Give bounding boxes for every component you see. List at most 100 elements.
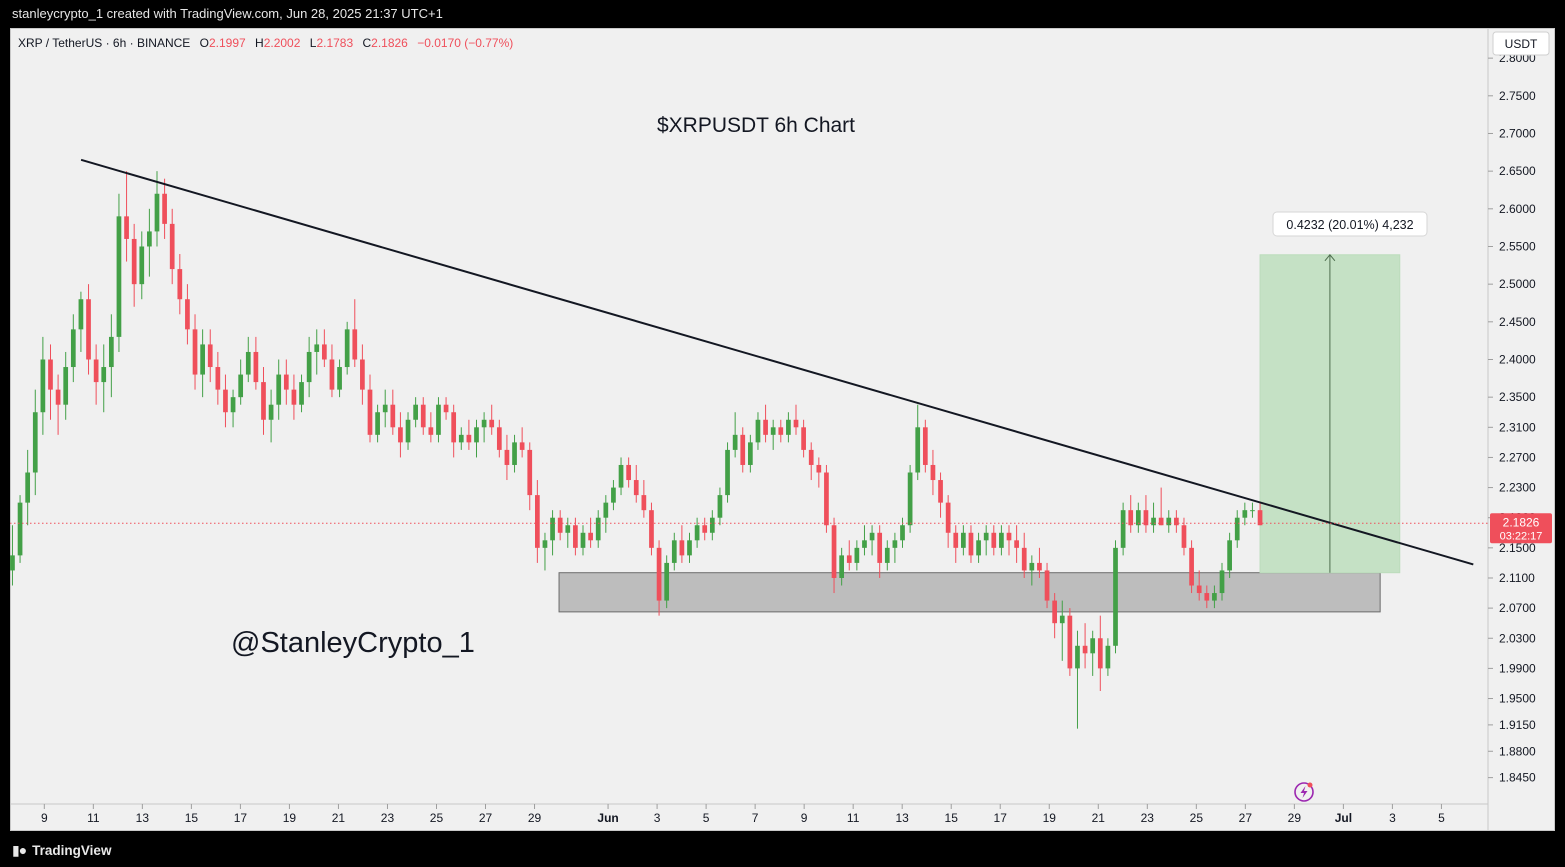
- y-tick-label-5: 2.5500: [1499, 239, 1536, 253]
- candle-body-66: [512, 442, 517, 465]
- currency-button[interactable]: [1492, 31, 1550, 56]
- legend-low: 2.1783: [316, 36, 353, 50]
- candle-body-131: [1006, 532, 1012, 541]
- candle-body-34: [268, 404, 274, 420]
- candle-body-154: [1181, 525, 1187, 548]
- candle-body-128: [983, 532, 989, 541]
- candle-body-81: [626, 464, 632, 481]
- candle-body-31: [245, 351, 251, 375]
- x-tick-label-25: 29: [1288, 811, 1302, 825]
- candle-body-158: [1212, 593, 1217, 601]
- candle-body-150: [1151, 517, 1156, 526]
- candle-body-124: [953, 532, 959, 548]
- candle-body-17: [139, 246, 145, 285]
- y-tick-label-12: 2.2300: [1499, 481, 1536, 495]
- candle-body-4: [40, 359, 46, 413]
- candle-body-24: [192, 329, 198, 375]
- candle-body-80: [618, 464, 624, 488]
- x-tick-label-21: 21: [1092, 811, 1106, 825]
- candle-body-43: [337, 367, 342, 390]
- candle-body-113: [869, 532, 875, 541]
- candle-body-148: [1135, 510, 1141, 526]
- tradingview-brand: TradingView: [32, 843, 112, 858]
- candle-body-28: [223, 389, 228, 413]
- candle-body-123: [945, 502, 951, 533]
- candle-body-62: [481, 419, 487, 428]
- candle-body-147: [1128, 510, 1134, 526]
- candle-body-112: [862, 540, 867, 548]
- candle-body-95: [732, 434, 738, 450]
- candle-body-37: [291, 389, 297, 405]
- candle-body-22: [177, 269, 183, 300]
- tradingview-logo[interactable]: ▮● TradingView: [12, 842, 111, 859]
- candle-body-145: [1113, 547, 1118, 646]
- candle-body-104: [801, 427, 806, 450]
- lightning-icon[interactable]: [1294, 782, 1314, 802]
- price-scale[interactable]: 2.80002.75002.70002.65002.60002.55002.50…: [1488, 51, 1536, 785]
- legend-line: XRP / TetherUS · 6h · BINANCE O2.1997 H2…: [18, 36, 513, 50]
- candle-body-98: [755, 419, 761, 443]
- candle-body-94: [725, 449, 730, 496]
- candle-body-72: [557, 517, 563, 533]
- x-tick-label-14: 7: [752, 811, 759, 825]
- candle-body-23: [185, 299, 190, 330]
- candle-body-55: [428, 427, 434, 435]
- attribution-bar: stanleycrypto_1 created with TradingView…: [0, 0, 1565, 28]
- y-tick-label-10: 2.3100: [1499, 420, 1536, 434]
- y-tick-label-6: 2.5000: [1499, 277, 1536, 291]
- watermark-text: @StanleyCrypto_1: [231, 627, 475, 659]
- candle-body-74: [573, 525, 578, 548]
- candle-body-146: [1120, 510, 1126, 548]
- candle-body-47: [367, 389, 373, 435]
- candle-body-149: [1143, 510, 1149, 526]
- chart-svg[interactable]: 2.80002.75002.70002.65002.60002.55002.50…: [10, 28, 1555, 831]
- candles-layer: [10, 171, 1263, 729]
- candle-body-160: [1227, 540, 1232, 571]
- candle-body-121: [930, 464, 936, 481]
- candle-body-44: [344, 329, 350, 368]
- candle-body-68: [527, 449, 533, 496]
- candle-body-64: [496, 427, 502, 450]
- currency-label: USDT: [1505, 37, 1538, 51]
- x-tick-label-15: 9: [801, 811, 808, 825]
- candle-body-27: [215, 367, 221, 390]
- tradingview-logo-icon: ▮●: [12, 842, 27, 858]
- candle-body-39: [306, 351, 312, 383]
- candle-body-161: [1234, 517, 1240, 541]
- candle-body-63: [489, 419, 495, 428]
- last-price-tag-bg: [1490, 513, 1552, 544]
- candle-body-100: [770, 427, 776, 435]
- time-scale[interactable]: 9 11 13 15 17 19 21 23 25 27 29 Jun 3 5 7 9 11 13 15 17 19 21…: [41, 804, 1445, 825]
- y-tick-label-8: 2.4000: [1499, 352, 1536, 366]
- candle-body-142: [1090, 638, 1096, 654]
- candle-body-102: [786, 419, 791, 435]
- zones-layer: [558, 253, 1401, 613]
- candle-body-93: [717, 495, 723, 518]
- x-tick-label-3: 15: [185, 811, 199, 825]
- candle-body-82: [633, 480, 639, 496]
- y-tick-label-19: 1.9500: [1499, 692, 1536, 706]
- candle-body-139: [1067, 615, 1073, 669]
- support-zone: [558, 572, 1381, 613]
- candle-body-9: [78, 299, 84, 330]
- x-tick-label-13: 5: [703, 811, 710, 825]
- candle-body-73: [565, 525, 571, 533]
- x-tick-label-23: 25: [1190, 811, 1204, 825]
- candle-body-26: [207, 344, 213, 368]
- candle-body-129: [991, 532, 997, 548]
- x-tick-label-1: 11: [87, 811, 100, 825]
- candle-body-6: [55, 389, 61, 405]
- x-tick-label-22: 23: [1141, 811, 1155, 825]
- candle-body-162: [1242, 510, 1248, 518]
- candle-body-42: [329, 359, 335, 390]
- footer-bar: ▮● TradingView: [0, 833, 1565, 867]
- candle-body-36: [283, 374, 289, 390]
- candle-body-54: [420, 404, 426, 428]
- candle-body-86: [664, 562, 670, 601]
- candle-body-3: [32, 412, 38, 473]
- candle-body-56: [436, 404, 441, 435]
- candle-body-59: [458, 434, 464, 443]
- candle-body-52: [405, 419, 411, 443]
- candle-body-76: [588, 532, 593, 541]
- candle-body-35: [276, 374, 282, 405]
